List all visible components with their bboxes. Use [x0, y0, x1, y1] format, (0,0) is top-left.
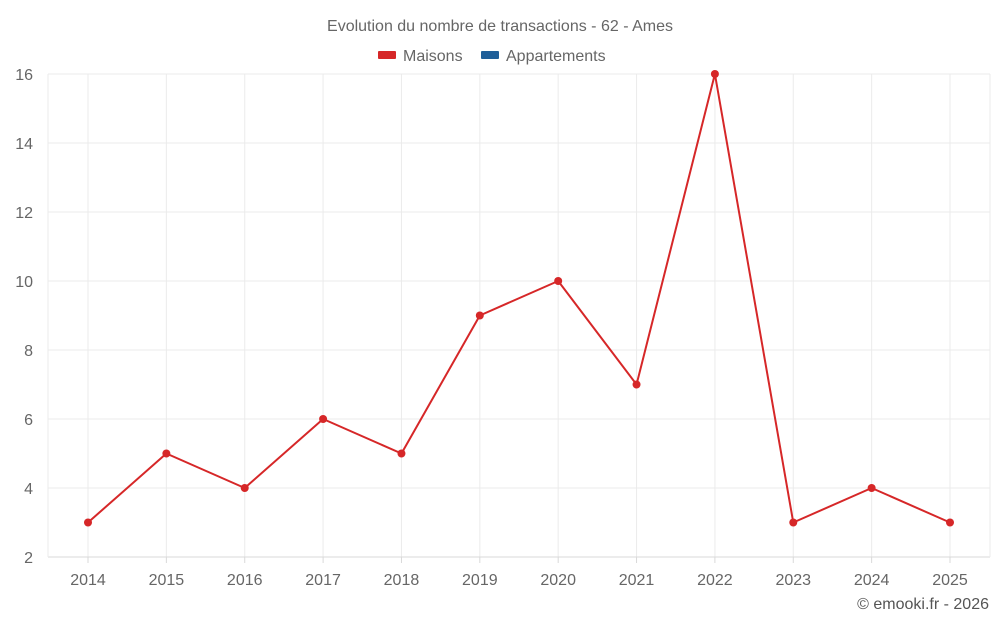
data-point[interactable]	[632, 380, 641, 389]
series-maisons	[84, 70, 954, 527]
y-tick-label: 16	[15, 67, 33, 84]
chart-title: Evolution du nombre de transactions - 62…	[327, 18, 673, 35]
data-point[interactable]	[240, 484, 249, 492]
x-tick-label: 2017	[305, 572, 341, 589]
data-point[interactable]	[946, 518, 954, 527]
data-point[interactable]	[319, 415, 328, 423]
x-tick-label: 2016	[227, 572, 263, 589]
legend: Maisons Appartements	[378, 48, 606, 65]
x-tick-label: 2022	[697, 572, 733, 589]
grid	[48, 73, 990, 557]
credit-text: © emooki.fr - 2026	[857, 596, 989, 613]
x-tick-label: 2018	[384, 572, 420, 589]
x-tick-label: 2015	[149, 572, 185, 589]
x-tick-label: 2025	[932, 572, 968, 589]
data-point[interactable]	[84, 518, 92, 527]
axes: 2 4 6 8 10 12 14 16 2014 2015 2016 2017 2018 2019 2020…	[15, 67, 991, 589]
y-tick-label: 10	[15, 274, 33, 291]
x-tick-label: 2021	[619, 572, 655, 589]
legend-swatch-appartements[interactable]	[481, 51, 499, 59]
y-tick-label: 4	[24, 481, 33, 498]
series-line-maisons	[87, 73, 951, 524]
legend-label-maisons[interactable]: Maisons	[403, 48, 463, 65]
x-tick-label: 2020	[540, 572, 576, 589]
data-point[interactable]	[867, 484, 876, 492]
y-tick-label: 6	[24, 412, 33, 429]
legend-label-appartements[interactable]: Appartements	[506, 48, 606, 65]
x-tick-label: 2014	[70, 572, 106, 589]
data-point[interactable]	[162, 449, 171, 458]
x-tick-label: 2024	[854, 572, 890, 589]
data-point[interactable]	[554, 277, 563, 285]
y-tick-label: 12	[15, 205, 33, 222]
y-tick-label: 8	[24, 343, 33, 360]
data-point[interactable]	[789, 518, 798, 527]
legend-swatch-maisons[interactable]	[378, 51, 396, 59]
data-point[interactable]	[710, 70, 719, 78]
x-tick-label: 2019	[462, 572, 498, 589]
y-tick-label: 14	[15, 136, 33, 153]
x-tick-label: 2023	[775, 572, 811, 589]
data-point[interactable]	[397, 449, 406, 458]
y-tick-label: 2	[24, 550, 33, 567]
data-point[interactable]	[475, 311, 484, 320]
